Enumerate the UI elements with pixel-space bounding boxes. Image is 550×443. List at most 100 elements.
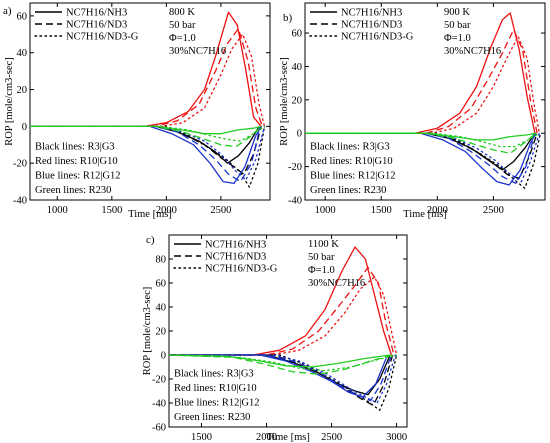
y-tick-label: -40 [288, 196, 302, 207]
series-line [305, 132, 536, 184]
condition-text: 30%NC7H16 [308, 278, 365, 289]
y-tick-label: -20 [13, 159, 27, 170]
color-note: Blue lines: R12|G12 [35, 171, 121, 182]
x-tick-label: 2000 [156, 205, 177, 216]
condition-text: 1100 K [308, 239, 339, 250]
x-tick-label: 2000 [427, 205, 448, 216]
color-note: Black lines: R3|G3 [174, 369, 254, 380]
series-line [305, 29, 538, 134]
condition-text: 30%NC7H16 [444, 46, 501, 57]
legend-label: NC7H16/NH3 [341, 8, 402, 19]
series-line [305, 132, 537, 141]
y-tick-label: -40 [13, 196, 27, 207]
condition-text: 50 bar [169, 20, 196, 31]
y-tick-label: -60 [152, 423, 166, 434]
plot-frame [29, 2, 271, 201]
color-note: Blue lines: R12|G12 [174, 398, 260, 409]
series-line [305, 132, 541, 148]
color-note: Black lines: R3|G3 [310, 142, 390, 153]
legend-label: NC7H16/ND3 [205, 252, 266, 263]
x-tick-label: 1500 [101, 205, 122, 216]
series-line [169, 354, 393, 375]
x-axis-label: Time [ms] [128, 209, 172, 220]
condition-text: 800 K [169, 7, 195, 18]
legend-label: NC7H16/ND3-G [341, 32, 414, 43]
y-tick-label: 0 [297, 129, 302, 140]
condition-text: Φ=1.0 [308, 265, 335, 276]
series-line [30, 11, 262, 128]
panel-label: c) [146, 234, 155, 246]
panel-a: 1000 1500 2000 2500 -40 -20 0 20 40 60 Time [ms] RO… [3, 2, 271, 220]
color-note: Green lines: R230 [310, 185, 386, 196]
y-tick-label: 20 [292, 95, 303, 106]
legend-label: NC7H16/ND3-G [205, 264, 278, 275]
x-tick-label: 1000 [315, 205, 336, 216]
x-tick-label: 2500 [321, 432, 342, 443]
series-line [169, 354, 398, 372]
y-tick-label: -20 [152, 375, 166, 386]
x-tick-label: 2000 [256, 432, 277, 443]
y-tick-label: 0 [22, 122, 27, 133]
x-tick-label: 2500 [210, 205, 231, 216]
y-tick-label: 40 [156, 303, 167, 314]
panel-b: 1000 1500 2000 2500 -40 -20 0 20 40 60 Time [ms] RO… [279, 2, 546, 220]
legend-label: NC7H16/ND3 [341, 20, 402, 31]
condition-text: 30%NC7H16 [169, 46, 226, 57]
y-axis-label: ROP [mole/cm3-sec] [279, 57, 290, 146]
y-tick-label: -20 [288, 162, 302, 173]
series-line [169, 354, 393, 402]
series-line [30, 28, 264, 128]
x-tick-label: 2500 [483, 205, 504, 216]
color-note: Blue lines: R12|G12 [310, 171, 396, 182]
color-note: Green lines: R230 [35, 185, 111, 196]
y-tick-label: 40 [17, 48, 28, 59]
y-tick-label: 60 [17, 11, 28, 22]
y-axis-label: ROP [mole/cm3-sec] [4, 57, 15, 146]
x-tick-label: 1500 [191, 432, 212, 443]
panel-label: a) [3, 5, 12, 17]
condition-text: 900 K [444, 7, 470, 18]
condition-text: Φ=1.0 [444, 33, 471, 44]
y-tick-label: 60 [292, 29, 303, 40]
panel-label: b) [283, 12, 293, 24]
legend-label: NC7H16/NH3 [66, 8, 127, 19]
x-axis-label: Time [ms] [266, 432, 310, 443]
color-note: Green lines: R230 [174, 412, 250, 423]
series-line [169, 354, 389, 398]
series-line [30, 33, 266, 128]
condition-text: 50 bar [308, 252, 335, 263]
series-line [169, 354, 394, 407]
x-tick-label: 1500 [371, 205, 392, 216]
series-line [169, 354, 391, 368]
y-tick-label: 20 [156, 327, 167, 338]
x-tick-label: 3000 [386, 432, 407, 443]
x-axis-label: Time [ms] [403, 209, 447, 220]
series-line [169, 276, 398, 356]
panel-c: 1500 2000 2500 3000 -60 -40 -20 0 20 40 60 80 Time [… [142, 234, 408, 443]
color-note: Red lines: R10|G10 [174, 383, 257, 394]
y-axis-label: ROP [mole/cm3-sec] [142, 287, 153, 376]
y-tick-label: 60 [156, 279, 167, 290]
condition-text: 50 bar [444, 20, 471, 31]
y-tick-label: -40 [152, 399, 166, 410]
series-group [30, 11, 266, 188]
plot-frame [304, 2, 546, 201]
x-tick-label: 1000 [47, 205, 68, 216]
y-tick-label: 0 [161, 351, 166, 362]
color-note: Black lines: R3|G3 [35, 142, 115, 153]
series-line [30, 125, 262, 185]
series-line [30, 125, 262, 135]
series-line [305, 132, 537, 186]
series-line [169, 246, 393, 356]
series-line [305, 132, 537, 154]
series-line [305, 35, 541, 134]
legend-label: NC7H16/ND3 [66, 20, 127, 31]
legend-label: NC7H16/NH3 [205, 240, 266, 251]
series-group [169, 246, 398, 411]
condition-text: Φ=1.0 [169, 33, 196, 44]
series-line [169, 266, 395, 356]
color-note: Red lines: R10|G10 [35, 156, 118, 167]
y-tick-label: 40 [292, 62, 303, 73]
y-tick-label: 20 [17, 85, 28, 96]
